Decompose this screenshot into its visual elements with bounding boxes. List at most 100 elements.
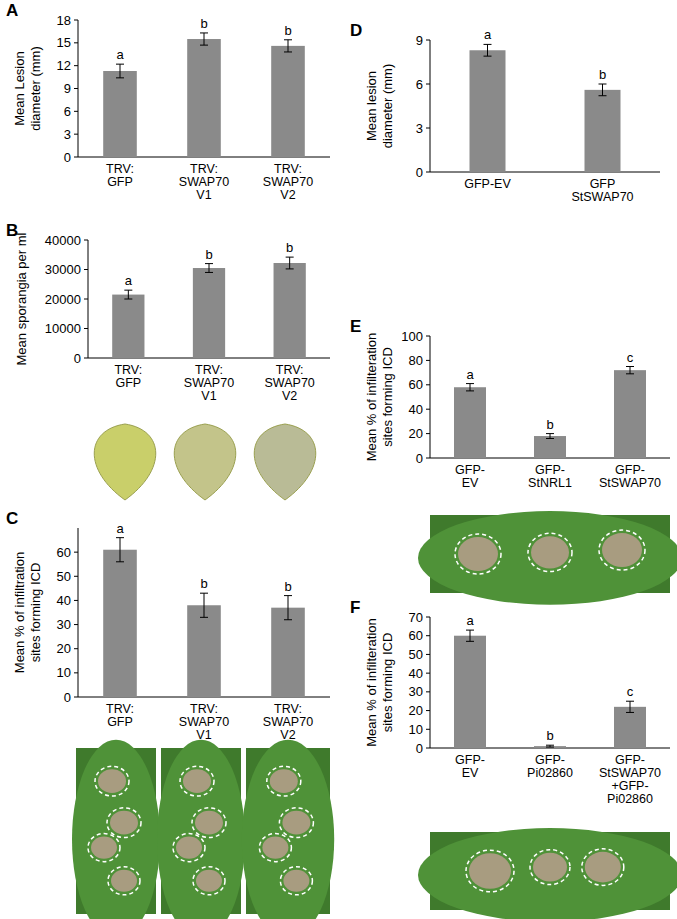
error-bar [286, 257, 294, 269]
y-axis-label: Mean % of infiltrationsites forming ICD [12, 552, 43, 673]
y-tick [426, 748, 430, 749]
infiltration-circle [267, 766, 301, 796]
photo [94, 424, 316, 500]
y-tick-label: 60 [409, 377, 423, 392]
y-label-line: Mean % of infilteration [364, 333, 379, 462]
y-tick-label: 0 [64, 690, 71, 705]
infiltration-circle [193, 867, 225, 895]
y-tick [426, 384, 430, 385]
bar [187, 39, 221, 157]
y-tick [426, 673, 430, 674]
bar [274, 263, 306, 358]
y-tick [426, 710, 430, 711]
lesion [283, 870, 309, 892]
bars [112, 257, 306, 358]
panel-label: A [6, 1, 18, 20]
x-label-line: GFP- [535, 463, 565, 477]
x-label-line: TRV: [106, 702, 134, 716]
y-tick-label: 6 [64, 104, 71, 119]
y-label-line: sites forming ICD [380, 347, 395, 447]
y-axis [430, 617, 431, 748]
bars [470, 44, 621, 172]
x-label-line: TRV: [274, 702, 302, 716]
y-tick [426, 617, 430, 618]
lesion [585, 852, 621, 883]
y-tick [426, 409, 430, 410]
leaf [242, 740, 334, 919]
significance-letter: a [116, 47, 124, 62]
x-label-line: EV [462, 766, 479, 780]
photo [418, 828, 677, 919]
y-axis-label: Mean % of infilterationsites forming ICD [364, 618, 395, 747]
lesion [176, 837, 202, 859]
y-tick-label: 0 [74, 351, 81, 366]
x-tick-label: GFP-Pi02860 [527, 753, 573, 780]
y-tick [74, 697, 78, 698]
y-tick-label: 10000 [45, 321, 81, 336]
y-tick-label: 6 [416, 77, 423, 92]
photo [72, 740, 160, 919]
error-bar [466, 384, 474, 391]
panel-label: D [350, 21, 362, 40]
error-bar [626, 701, 634, 712]
y-tick [74, 134, 78, 135]
error-bar [546, 434, 554, 439]
error-bar [116, 538, 124, 562]
x-label-line: +GFP- [611, 779, 648, 793]
y-tick [426, 84, 430, 85]
lesion [91, 837, 117, 859]
x-label-line: StNRL1 [528, 476, 572, 490]
y-label-line: diameter (mm) [28, 46, 43, 131]
x-label-line: SWAP70 [263, 175, 313, 189]
y-tick-label: 50 [57, 569, 71, 584]
y-label-line: diameter (mm) [380, 64, 395, 149]
y-tick [84, 299, 88, 300]
x-tick-label: TRV:SWAP70V2 [265, 363, 315, 403]
significance-letter: b [546, 728, 553, 743]
panel-4: E020406080100Mean % of infilterationsite… [350, 317, 670, 490]
y-tick-label: 20 [409, 426, 423, 441]
leaf [94, 424, 156, 500]
lesion [533, 853, 567, 882]
bar [534, 436, 566, 458]
y-axis [430, 40, 431, 172]
infiltration-circle [173, 834, 205, 862]
bar [103, 550, 137, 697]
y-axis-label: Mean Lesiondiameter (mm) [12, 46, 43, 131]
x-label-line: GFP- [535, 753, 565, 767]
x-tick-label: TRV:SWAP70V1 [179, 162, 229, 202]
error-bar [599, 84, 607, 96]
y-tick [74, 111, 78, 112]
leaf [174, 424, 236, 500]
y-tick [74, 88, 78, 89]
panel-1: B010000200003000040000Mean sporangia per… [6, 221, 330, 403]
y-tick-label: 50 [409, 647, 423, 662]
bar [534, 746, 566, 748]
error-bar [124, 290, 132, 299]
significance-letter: b [599, 67, 606, 82]
significance-letter: b [546, 417, 553, 432]
lesion [183, 769, 211, 793]
error-bar [116, 64, 124, 78]
y-tick-label: 12 [57, 58, 71, 73]
infiltration-circle [108, 867, 140, 895]
x-axis [430, 172, 660, 173]
error-bar [626, 367, 634, 374]
x-label-line: TRV: [106, 162, 134, 176]
x-tick-label: GFP-StSWAP70+GFP-Pi02860 [599, 753, 661, 806]
x-label-line: TRV: [190, 162, 218, 176]
significance-letter: a [466, 613, 474, 628]
y-tick-label: 18 [57, 13, 71, 28]
y-tick [84, 269, 88, 270]
y-tick-label: 9 [64, 81, 71, 96]
y-tick-label: 20 [57, 641, 71, 656]
x-tick-label: GFP-EV [464, 177, 511, 191]
x-label-line: GFP [107, 715, 133, 729]
x-tick-label: TRV:SWAP70V2 [263, 162, 313, 202]
y-tick [74, 20, 78, 21]
y-tick-label: 40 [409, 666, 423, 681]
y-tick-label: 9 [416, 33, 423, 48]
bar [454, 636, 486, 748]
bar [187, 605, 221, 697]
x-tick-label: GFP-StNRL1 [528, 463, 572, 490]
